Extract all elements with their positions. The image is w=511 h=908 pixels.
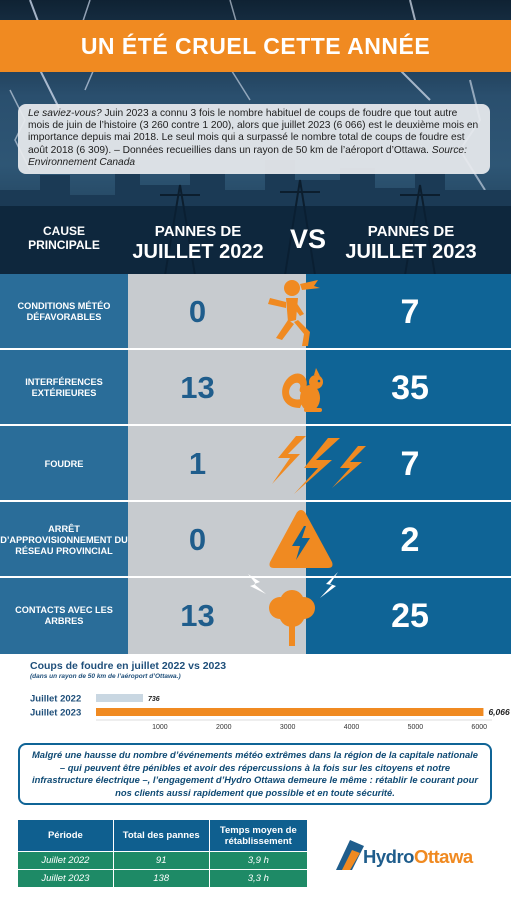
value-2022: 13 (180, 598, 215, 633)
bar-value-label: 6,066 (488, 707, 510, 717)
lightning-icon (272, 436, 366, 494)
x-tick-label: 2000 (216, 724, 232, 731)
cell-2022-bg (128, 426, 306, 502)
value-2023: 25 (391, 597, 429, 635)
header-cause-line1: CAUSE (42, 224, 85, 238)
value-2023: 7 (400, 445, 420, 483)
cell-2023-bg (306, 502, 511, 578)
cell-2023-bg (306, 426, 511, 502)
hydro-ottawa-logo-icon (336, 840, 364, 870)
cell-2022-bg (128, 274, 306, 350)
row-trees: CONTACTS AVEC LES ARBRES 13 25 (0, 572, 511, 654)
info-source: Source: Environnement Canada (28, 144, 467, 168)
table-cell: 91 (113, 851, 210, 870)
page-title: UN ÉTÉ CRUEL CETTE ANNÉE (80, 33, 431, 59)
table-header: Période (18, 820, 114, 852)
x-tick-label: 5000 (408, 724, 424, 731)
row-divider (0, 424, 511, 426)
header-band (0, 206, 511, 274)
cell-2023-bg (306, 578, 511, 654)
high-voltage-icon (269, 510, 333, 568)
bar-value-label: 736 (148, 696, 160, 703)
value-2023: 7 (400, 293, 420, 331)
value-2023: 2 (400, 521, 420, 559)
value-2022: 0 (188, 294, 207, 329)
row-divider (0, 348, 511, 350)
row-label: ARRÊT D’APPROVISIONNEMENT DU RÉSEAU PROV… (0, 502, 128, 578)
header-2023-line2: JUILLET 2023 (345, 241, 477, 263)
title-banner (0, 20, 511, 72)
chart-subtitle: (dans un rayon de 50 km de l’aéroport d’… (30, 673, 181, 680)
wind-person-icon (268, 280, 320, 346)
info-body: Juin 2023 a connu 3 fois le nombre habit… (28, 108, 479, 156)
logo-part-hydro: Hydro (363, 846, 414, 867)
table-cell: 3,3 h (209, 869, 309, 887)
hydro-ottawa-logo: HydroOttawa (363, 846, 473, 868)
bar-category-label: Juillet 2022 (30, 694, 81, 705)
table-header-row: Période Total des pannes Temps moyen de … (18, 820, 309, 852)
header-2022-line1: PANNES DE (154, 223, 242, 240)
header-2023-line1: PANNES DE (367, 223, 455, 240)
row-label: FOUDRE (0, 426, 128, 502)
row-divider (0, 500, 511, 502)
logo-part-ottawa: Ottawa (413, 846, 473, 867)
row-label: CONTACTS AVEC LES ARBRES (0, 578, 128, 654)
x-tick-label: 6000 (471, 724, 487, 731)
row-weather: CONDITIONS MÉTÉO DÉFAVORABLES 0 7 (0, 274, 511, 350)
squirrel-icon (282, 368, 323, 412)
tree-lightning-icon (248, 572, 338, 646)
row-divider (0, 576, 511, 578)
value-2022: 13 (180, 370, 215, 405)
row-label: INTERFÉRENCES EXTÉRIEURES (0, 350, 128, 426)
lightning-bar-chart: Juillet 2022 736 Juillet 2023 6,066 1000 2000… (30, 694, 510, 732)
table-cell: Juillet 2022 (18, 851, 114, 870)
row-provincial: ARRÊT D’APPROVISIONNEMENT DU RÉSEAU PROV… (0, 502, 511, 578)
cell-2022-bg (128, 350, 306, 426)
table-row: Juillet 2022 91 3,9 h (18, 851, 309, 870)
value-2022: 1 (188, 446, 207, 481)
bar (96, 708, 484, 716)
versus-label: VS (289, 224, 327, 254)
table-row: Juillet 2023 138 3,3 h (18, 869, 309, 887)
closing-message: Malgré une hausse du nombre d’événements… (18, 743, 492, 805)
table-cell: Juillet 2023 (18, 869, 114, 887)
header-cause-line2: PRINCIPALE (28, 238, 100, 252)
header-cause: CAUSE PRINCIPALE (10, 224, 118, 252)
table-header: Temps moyen de rétablissement (209, 820, 309, 852)
row-lightning: FOUDRE 1 7 (0, 426, 511, 502)
info-lead: Le saviez-vous? (28, 108, 102, 119)
chart-title: Coups de foudre en juillet 2022 vs 2023 (30, 660, 227, 672)
info-box: Le saviez-vous? Juin 2023 a connu 3 fois… (18, 104, 490, 174)
row-external: INTERFÉRENCES EXTÉRIEURES 13 35 (0, 350, 511, 426)
table-cell: 3,9 h (209, 851, 309, 870)
value-2023: 35 (391, 369, 429, 407)
header-2022-line2: JUILLET 2022 (132, 241, 264, 263)
header-2023: PANNES DE JUILLET 2023 (335, 222, 487, 262)
x-tick-label: 3000 (280, 724, 296, 731)
summary-table: Période Total des pannes Temps moyen de … (18, 820, 309, 887)
header-2022: PANNES DE JUILLET 2022 (128, 222, 268, 262)
value-2022: 0 (188, 522, 207, 557)
row-label: CONDITIONS MÉTÉO DÉFAVORABLES (0, 274, 128, 350)
x-tick-label: 1000 (152, 724, 168, 731)
x-tick-label: 4000 (344, 724, 360, 731)
cell-2023-bg (306, 350, 511, 426)
table-cell: 138 (113, 869, 210, 887)
cell-2023-bg (306, 274, 511, 350)
table-header: Total des pannes (113, 820, 210, 852)
bar (96, 694, 144, 702)
bar-category-label: Juillet 2023 (30, 708, 81, 719)
